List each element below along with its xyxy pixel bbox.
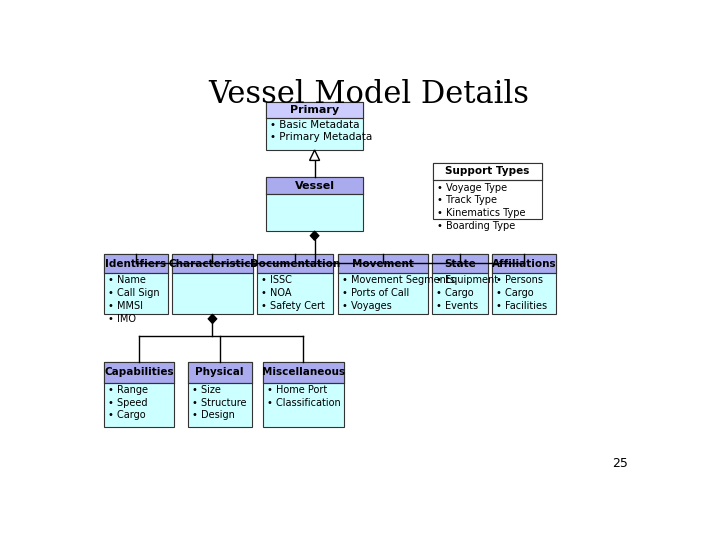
Text: Vessel Model Details: Vessel Model Details [209, 79, 529, 110]
Text: • Name
• Call Sign
• MMSI
• IMO: • Name • Call Sign • MMSI • IMO [108, 275, 160, 324]
Bar [433, 163, 542, 219]
Bar [263, 362, 344, 427]
Polygon shape [310, 231, 319, 240]
Bar [258, 254, 333, 314]
Text: • Equipment
• Cargo
• Events: • Equipment • Cargo • Events [436, 275, 498, 311]
Text: • Range
• Speed
• Cargo: • Range • Speed • Cargo [108, 385, 148, 421]
Text: • Voyage Type
• Track Type
• Kinematics Type
• Boarding Type: • Voyage Type • Track Type • Kinematics … [437, 183, 526, 231]
Text: Identifiers: Identifiers [105, 259, 166, 268]
Text: Support Types: Support Types [446, 166, 530, 177]
Text: • Basic Metadata
• Primary Metadata: • Basic Metadata • Primary Metadata [270, 119, 372, 143]
Bar [266, 177, 364, 231]
Bar [104, 362, 174, 383]
Text: • Home Port
• Classification: • Home Port • Classification [267, 385, 341, 408]
Text: Vessel: Vessel [294, 181, 335, 191]
Bar [104, 254, 168, 314]
Bar [263, 362, 344, 383]
Text: Characteristics: Characteristics [168, 259, 257, 268]
Bar [104, 362, 174, 427]
Bar [338, 254, 428, 273]
Text: Documentation: Documentation [250, 259, 340, 268]
Bar [104, 254, 168, 273]
Bar [266, 102, 364, 150]
Text: • Size
• Structure
• Design: • Size • Structure • Design [192, 385, 246, 421]
Text: Movement: Movement [352, 259, 414, 268]
Bar [266, 102, 364, 118]
Bar [172, 254, 253, 314]
Bar [188, 362, 252, 427]
Bar [338, 254, 428, 314]
Polygon shape [310, 150, 320, 160]
Text: Miscellaneous: Miscellaneous [262, 367, 345, 377]
Bar [432, 254, 488, 314]
Text: • Movement Segments
• Ports of Call
• Voyages: • Movement Segments • Ports of Call • Vo… [342, 275, 455, 311]
Bar [258, 254, 333, 273]
Bar [432, 254, 488, 273]
Text: Affiliations: Affiliations [492, 259, 556, 268]
Text: 25: 25 [613, 457, 629, 470]
Text: Physical: Physical [196, 367, 244, 377]
Bar [172, 254, 253, 273]
Text: Primary: Primary [290, 105, 339, 115]
Bar [433, 163, 542, 180]
Bar [188, 362, 252, 383]
Polygon shape [208, 314, 217, 323]
Text: • Persons
• Cargo
• Facilities: • Persons • Cargo • Facilities [495, 275, 546, 311]
Bar [492, 254, 556, 314]
Bar [492, 254, 556, 273]
Text: State: State [444, 259, 476, 268]
Text: • ISSC
• NOA
• Safety Cert: • ISSC • NOA • Safety Cert [261, 275, 325, 311]
Text: Capabilities: Capabilities [104, 367, 174, 377]
Bar [266, 177, 364, 194]
